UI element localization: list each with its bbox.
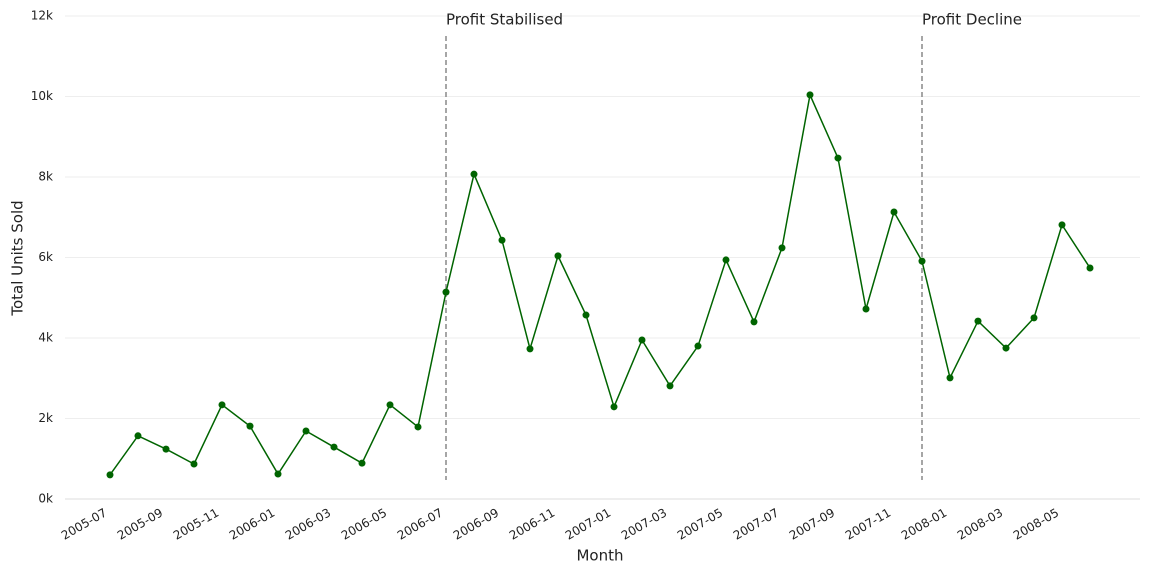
point — [526, 345, 534, 353]
point — [274, 470, 282, 478]
point — [1030, 314, 1038, 322]
y-tick-label: 4k — [38, 331, 53, 345]
y-tick-label: 6k — [38, 250, 53, 264]
x-tick-label: 2006-05 — [339, 506, 389, 543]
x-tick-label: 2006-01 — [227, 506, 277, 543]
point — [554, 252, 562, 260]
x-axis-title: Month — [576, 547, 623, 565]
point — [694, 342, 702, 350]
point — [190, 460, 198, 468]
point — [834, 154, 842, 162]
y-tick-label: 12k — [31, 9, 53, 23]
point — [134, 432, 142, 440]
point — [638, 336, 646, 344]
point — [330, 443, 338, 451]
point — [806, 91, 814, 99]
point — [218, 401, 226, 409]
point — [862, 305, 870, 313]
annotation: Profit Decline — [922, 11, 1022, 29]
point — [946, 374, 954, 382]
x-tick-label: 2007-07 — [731, 506, 781, 543]
point — [442, 288, 450, 296]
x-tick-label: 2007-09 — [787, 506, 837, 543]
point — [890, 208, 898, 216]
point — [1058, 221, 1066, 229]
y-axis-title: Total Units Sold — [9, 200, 27, 316]
y-tick-label: 2k — [38, 411, 53, 425]
point — [1086, 264, 1094, 272]
y-tick-label: 10k — [31, 89, 53, 103]
point — [722, 256, 730, 264]
x-tick-label: 2005-09 — [115, 506, 165, 543]
point — [582, 311, 590, 319]
point — [974, 317, 982, 325]
x-tick-label: 2007-01 — [563, 506, 613, 543]
point — [610, 403, 618, 411]
x-tick-label: 2006-11 — [507, 506, 557, 543]
y-tick-label: 8k — [38, 170, 53, 184]
x-tick-label: 2007-05 — [675, 506, 725, 543]
x-tick-label: 2008-05 — [1011, 506, 1061, 543]
point — [470, 170, 478, 178]
point — [750, 318, 758, 326]
annotation: Profit Stabilised — [446, 11, 563, 29]
x-tick-label: 2005-11 — [171, 506, 221, 543]
point — [302, 427, 310, 435]
point — [778, 244, 786, 252]
point — [666, 382, 674, 390]
point — [918, 257, 926, 265]
x-tick-label: 2007-03 — [619, 506, 669, 543]
point — [386, 401, 394, 409]
x-tick-label: 2005-07 — [59, 506, 109, 543]
point — [358, 459, 366, 467]
x-tick-label: 2007-11 — [843, 506, 893, 543]
y-tick-label: 0k — [38, 492, 53, 506]
x-tick-label: 2008-01 — [899, 506, 949, 543]
x-tick-label: 2006-07 — [395, 506, 445, 543]
line — [109, 92, 1091, 476]
point — [246, 422, 254, 430]
point — [1002, 344, 1010, 352]
point — [106, 471, 114, 479]
x-tick-label: 2006-09 — [451, 506, 501, 543]
point — [414, 423, 422, 431]
point — [162, 445, 170, 453]
point — [498, 236, 506, 244]
x-tick-label: 2008-03 — [955, 506, 1005, 543]
x-tick-label: 2006-03 — [283, 506, 333, 543]
